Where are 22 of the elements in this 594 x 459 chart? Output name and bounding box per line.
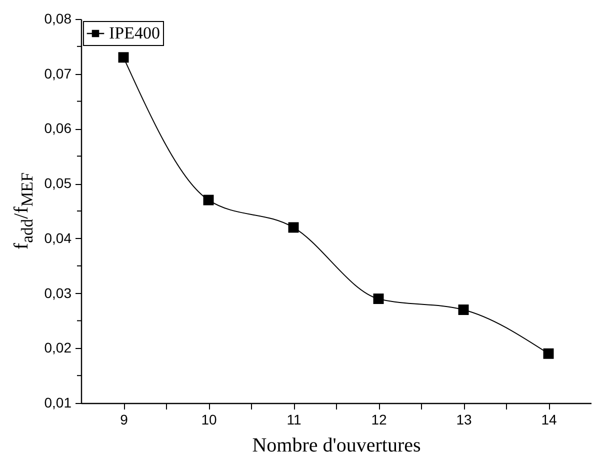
point	[288, 222, 299, 233]
x-tick-label: 12	[371, 412, 387, 428]
y-tick-label: 0,03	[44, 284, 72, 301]
point	[203, 194, 214, 206]
point	[373, 294, 384, 304]
y-tick-label: 0,02	[44, 340, 72, 356]
point	[458, 304, 469, 315]
y-tick-label: 0,05	[44, 175, 72, 192]
y-tick-label: 0,08	[44, 10, 72, 26]
y-tick-label: 0,07	[44, 65, 72, 82]
y-tick-label: 0,04	[44, 230, 72, 246]
point	[543, 348, 554, 359]
y-tick-label: 0,01	[44, 394, 72, 410]
point	[118, 52, 129, 63]
x-tick-label: 9	[120, 412, 128, 428]
x-tick-label: 14	[541, 412, 557, 428]
x-tick-label: 10	[201, 412, 217, 428]
y-tick-label: 0,06	[44, 120, 72, 136]
x-axis-title: Nombre d'ouvertures	[252, 434, 421, 456]
x-tick-label: 13	[456, 412, 472, 428]
legend-label: IPE400	[109, 24, 160, 42]
x-tick-label: 11	[286, 412, 302, 428]
